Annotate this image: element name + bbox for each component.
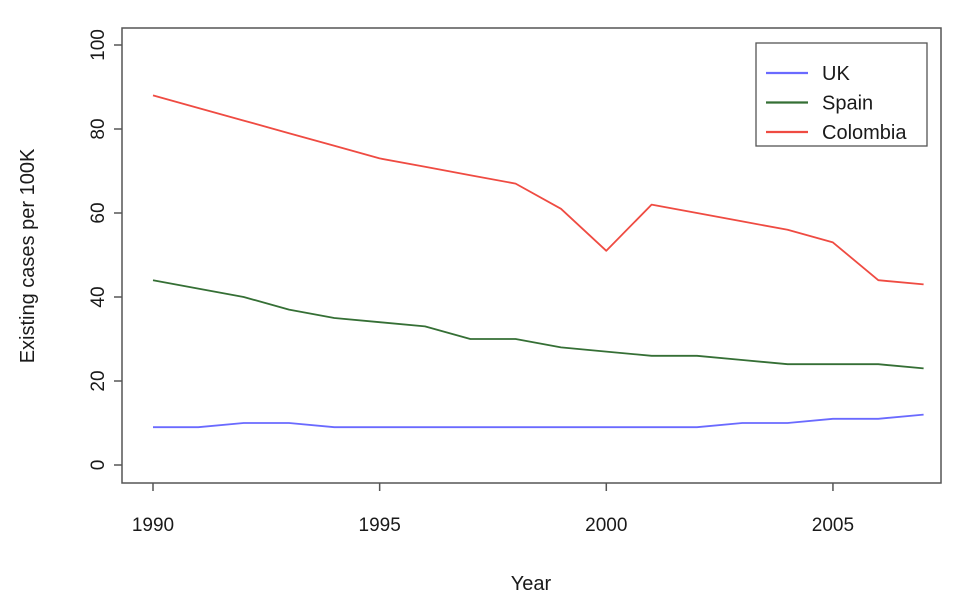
x-tick-label: 2000 — [585, 515, 627, 536]
y-tick-label: 100 — [88, 29, 109, 61]
y-tick-label: 80 — [88, 118, 109, 139]
y-tick-label: 60 — [88, 202, 109, 223]
series-line-colombia — [152, 94, 924, 286]
legend-label-colombia: Colombia — [822, 122, 907, 144]
x-axis-label: Year — [511, 573, 552, 595]
x-axis-ticks: 1990 1995 2000 2005 — [132, 483, 854, 536]
series-line-spain — [152, 279, 924, 370]
y-tick-label: 40 — [88, 286, 109, 307]
x-tick-label: 2005 — [812, 515, 854, 536]
legend: UK Spain Colombia — [755, 42, 928, 147]
y-tick-label: 20 — [88, 370, 109, 391]
x-tick-label: 1990 — [132, 515, 174, 536]
y-tick-label: 0 — [88, 460, 109, 471]
legend-label-uk: UK — [822, 63, 850, 85]
legend-box — [755, 42, 928, 147]
legend-label-spain: Spain — [822, 93, 873, 115]
series-lines — [152, 94, 924, 429]
x-tick-label: 1995 — [359, 515, 401, 536]
y-axis-ticks: 0 20 40 60 80 100 — [88, 29, 122, 470]
series-line-uk — [153, 413, 924, 429]
plot-box — [121, 27, 942, 484]
y-axis-label: Existing cases per 100K — [17, 148, 39, 363]
